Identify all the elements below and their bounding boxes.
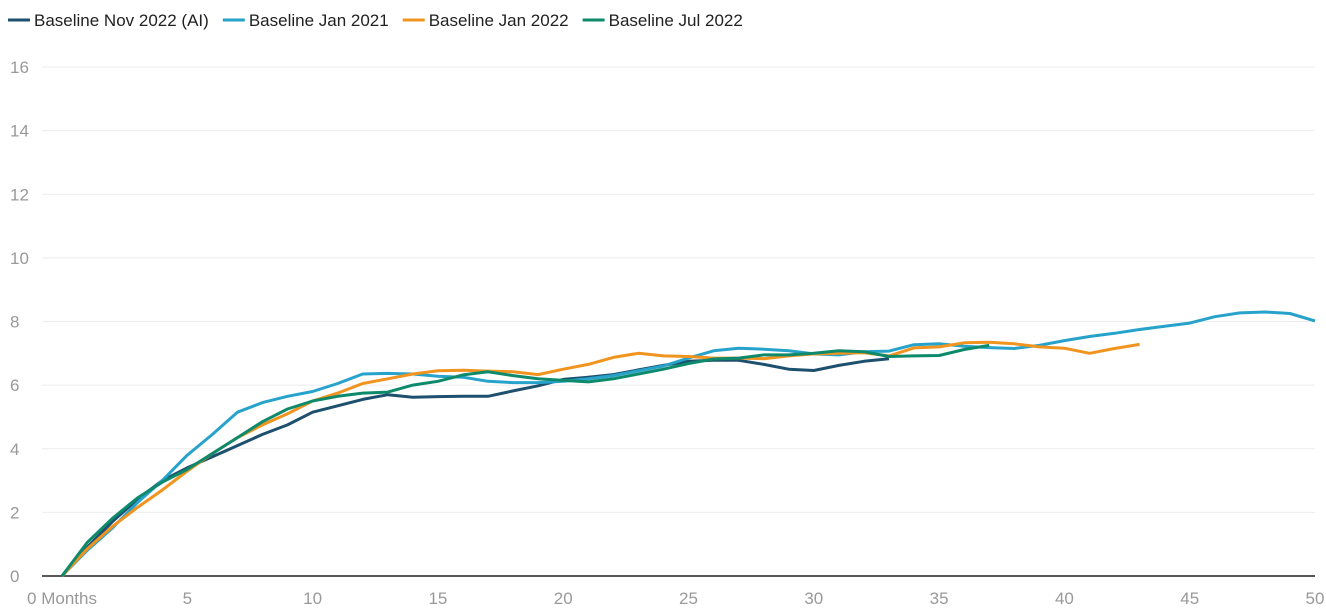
legend-label: Baseline Jan 2021 [249, 11, 389, 30]
x-tick-label: 35 [930, 589, 949, 608]
y-tick-label: 10 [10, 249, 29, 268]
x-tick-label: 50 [1306, 589, 1325, 608]
y-tick-label: 4 [10, 440, 19, 459]
y-tick-label: 8 [10, 313, 19, 332]
y-tick-label: 16 [10, 58, 29, 77]
x-tick-label: 5 [183, 589, 192, 608]
x-tick-label: 15 [428, 589, 447, 608]
x-tick-label: 45 [1180, 589, 1199, 608]
x-tick-label: 10 [303, 589, 322, 608]
y-tick-label: 0 [10, 567, 19, 586]
y-tick-label: 2 [10, 503, 19, 522]
x-tick-label: 0 Months [27, 589, 97, 608]
legend-label: Baseline Jan 2022 [429, 11, 569, 30]
series-line [60, 343, 990, 577]
x-tick-label: 20 [554, 589, 573, 608]
legend-label: Baseline Jul 2022 [609, 11, 743, 30]
y-tick-label: 14 [10, 122, 29, 141]
series-line [60, 357, 890, 577]
legend-label: Baseline Nov 2022 (AI) [34, 11, 209, 30]
y-tick-label: 12 [10, 185, 29, 204]
x-tick-label: 25 [679, 589, 698, 608]
series-line [60, 310, 1316, 578]
y-tick-label: 6 [10, 376, 19, 395]
x-tick-label: 30 [804, 589, 823, 608]
x-tick-label: 40 [1055, 589, 1074, 608]
